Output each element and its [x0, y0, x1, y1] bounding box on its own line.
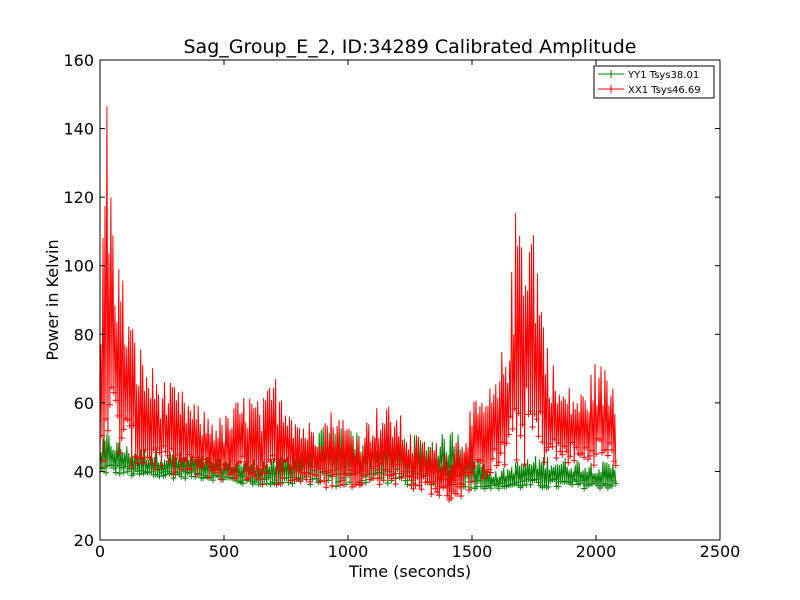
axis-ticks: 0 500 1000 1500 2000 2500 20 40 60 80 100 120 140 160: [63, 51, 740, 561]
y-tick-label: 160: [63, 51, 94, 70]
x-tick-label: 0: [95, 542, 105, 561]
y-tick-label: 60: [74, 394, 94, 413]
x-tick-label: 1000: [328, 542, 369, 561]
plot-frame: [99, 59, 721, 541]
legend-marker-xx1: +: [606, 82, 616, 96]
legend-marker-yy1: +: [606, 67, 616, 81]
x-tick-label: 2000: [576, 542, 617, 561]
legend-label-xx1: XX1 Tsys46.69: [628, 85, 701, 96]
x-tick-label: 2500: [700, 542, 741, 561]
y-tick-label: 100: [63, 257, 94, 276]
y-tick-label: 20: [74, 531, 94, 550]
y-axis-title: Power in Kelvin: [43, 239, 62, 360]
series-markers: [100, 382, 619, 503]
plot-area: [100, 106, 619, 503]
chart-title: Sag_Group_E_2, ID:34289 Calibrated Ampli…: [184, 36, 637, 58]
series-xx1: [100, 106, 619, 503]
x-axis-title: Time (seconds): [348, 562, 471, 581]
legend-box: [593, 65, 715, 99]
series-layer: [100, 106, 619, 503]
x-tick-label: 1500: [452, 542, 493, 561]
y-tick-label: 120: [63, 188, 94, 207]
x-tick-label: 500: [209, 542, 240, 561]
y-tick-label: 80: [74, 325, 94, 344]
y-tick-label: 40: [74, 462, 94, 481]
legend: + YY1 Tsys38.01 + XX1 Tsys46.69: [593, 65, 715, 99]
y-tick-label: 140: [63, 120, 94, 139]
legend-label-yy1: YY1 Tsys38.01: [627, 70, 699, 81]
